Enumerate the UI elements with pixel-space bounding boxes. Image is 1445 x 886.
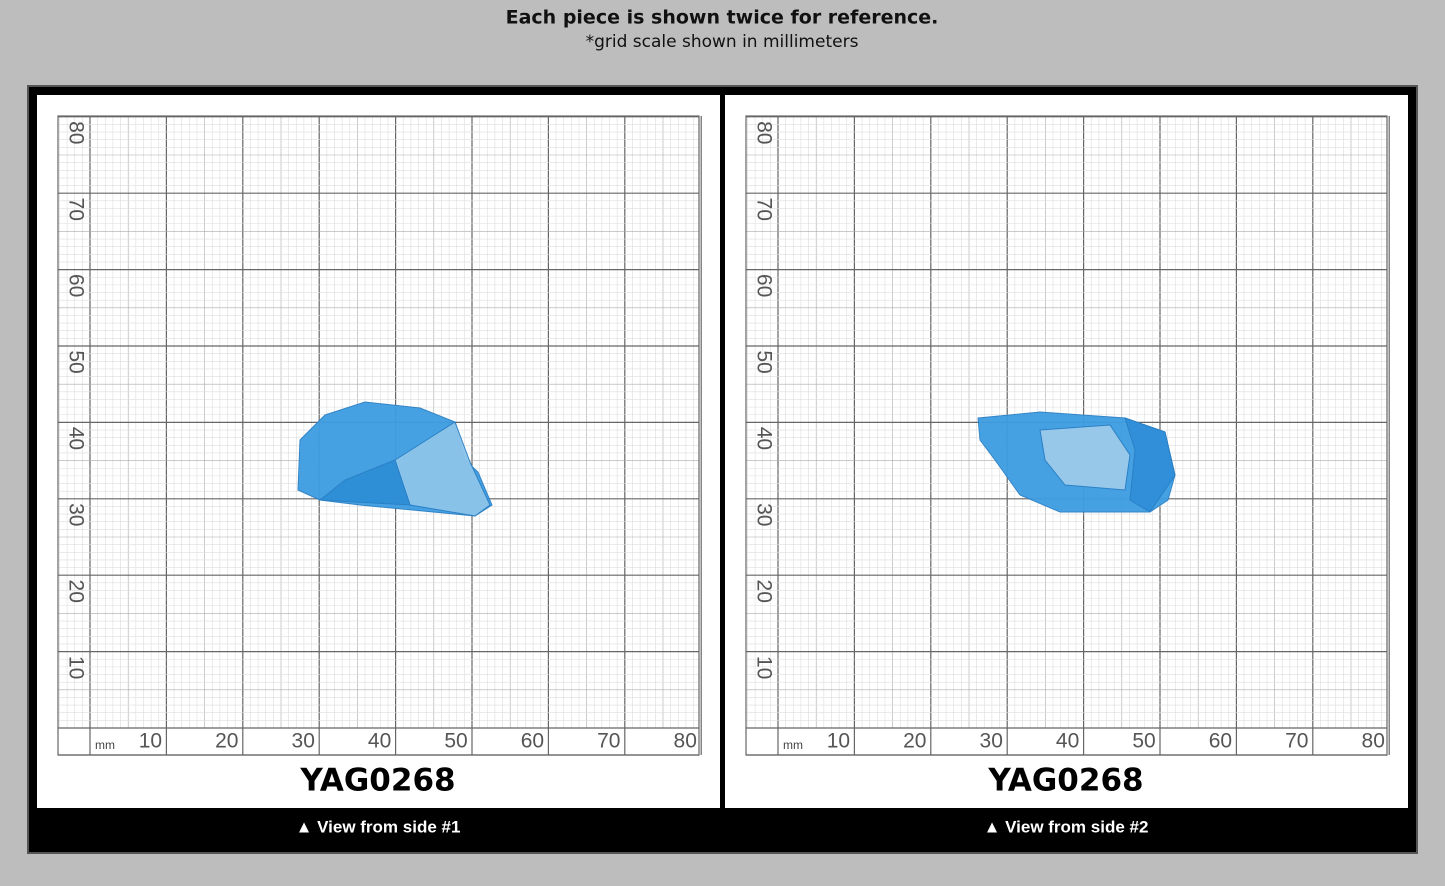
x-tick-label: 70 (1285, 730, 1308, 753)
y-tick-label: 20 (64, 580, 87, 603)
y-tick-label: 10 (64, 656, 87, 679)
y-tick-label: 30 (752, 503, 775, 526)
y-tick-label: 70 (64, 198, 87, 221)
x-tick-label: 20 (903, 730, 926, 753)
caption: ▲ View from side #2 (984, 817, 1149, 836)
panels: mm 10 20 30 40 50 60 70 80 10 20 30 40 50 60 70 80 YAG026… (37, 95, 1408, 836)
x-tick-label: 70 (597, 730, 620, 753)
x-tick-label: 30 (292, 730, 315, 753)
y-tick-label: 40 (64, 427, 87, 450)
x-tick-label: 50 (444, 730, 467, 753)
crystal (318, 459, 411, 506)
title: Each piece is shown twice for reference. (506, 7, 939, 29)
x-tick-label: 10 (139, 730, 162, 753)
unit-label: mm (783, 738, 803, 752)
x-tick-label: 60 (1209, 730, 1232, 753)
y-tick-label: 10 (752, 656, 775, 679)
x-tick-label: 30 (980, 730, 1003, 753)
caption: ▲ View from side #1 (296, 817, 461, 836)
crystal (1124, 417, 1176, 513)
y-tick-label: 80 (64, 121, 87, 144)
y-tick-label: 30 (64, 503, 87, 526)
x-tick-label: 40 (1056, 730, 1079, 753)
x-tick-label: 20 (215, 730, 238, 753)
y-tick-label: 80 (752, 121, 775, 144)
y-tick-label: 50 (64, 350, 87, 373)
x-tick-label: 10 (827, 730, 850, 753)
sample-id: YAG0268 (299, 763, 455, 799)
y-tick-label: 40 (752, 427, 775, 450)
y-tick-label: 60 (752, 274, 775, 297)
x-tick-label: 80 (674, 730, 697, 753)
panel: mm 10 20 30 40 50 60 70 80 10 20 30 40 50 60 70 80 YAG026… (37, 95, 720, 836)
subtitle: *grid scale shown in millimeters (586, 32, 859, 52)
x-tick-label: 80 (1362, 730, 1385, 753)
x-tick-label: 50 (1132, 730, 1155, 753)
sample-id: YAG0268 (987, 763, 1143, 799)
panel: mm 10 20 30 40 50 60 70 80 10 20 30 40 50 60 70 80 YAG026… (725, 95, 1408, 836)
unit-label: mm (95, 738, 115, 752)
y-tick-label: 60 (64, 274, 87, 297)
x-tick-label: 60 (521, 730, 544, 753)
x-tick-label: 40 (368, 730, 391, 753)
y-tick-label: 50 (752, 350, 775, 373)
y-tick-label: 70 (752, 198, 775, 221)
y-tick-label: 20 (752, 580, 775, 603)
crystal (1039, 424, 1131, 491)
